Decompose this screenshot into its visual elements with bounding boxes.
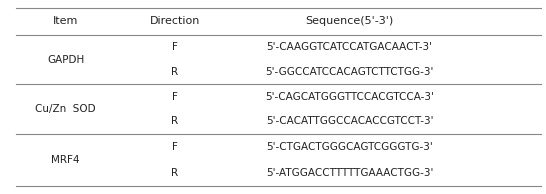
Text: 5'-GGCCATCCACAGTCTTCTGG-3': 5'-GGCCATCCACAGTCTTCTGG-3' [265, 67, 434, 77]
Text: R: R [171, 168, 179, 178]
Text: Item: Item [53, 16, 78, 26]
Text: GAPDH: GAPDH [47, 55, 84, 65]
Text: 5'-CACATTGGCCACACCGTCCT-3': 5'-CACATTGGCCACACCGTCCT-3' [266, 116, 433, 126]
Text: 5'-CAAGGTCATCCATGACAACT-3': 5'-CAAGGTCATCCATGACAACT-3' [266, 42, 432, 52]
Text: Sequence(5'-3'): Sequence(5'-3') [305, 16, 394, 26]
Text: F: F [172, 42, 177, 52]
Text: R: R [171, 116, 179, 126]
Text: 5'-ATGGACCTTTTTGAAACTGG-3': 5'-ATGGACCTTTTTGAAACTGG-3' [266, 168, 433, 178]
Text: R: R [171, 67, 179, 77]
Text: F: F [172, 92, 177, 102]
Text: Direction: Direction [150, 16, 200, 26]
Text: F: F [172, 142, 177, 152]
Text: 5'-CTGACTGGGCAGTCGGGTG-3': 5'-CTGACTGGGCAGTCGGGTG-3' [266, 142, 433, 152]
Text: Cu/Zn  SOD: Cu/Zn SOD [35, 104, 96, 114]
Text: 5'-CAGCATGGGTTCCACGTCCA-3': 5'-CAGCATGGGTTCCACGTCCA-3' [265, 92, 434, 102]
Text: MRF4: MRF4 [51, 155, 80, 165]
